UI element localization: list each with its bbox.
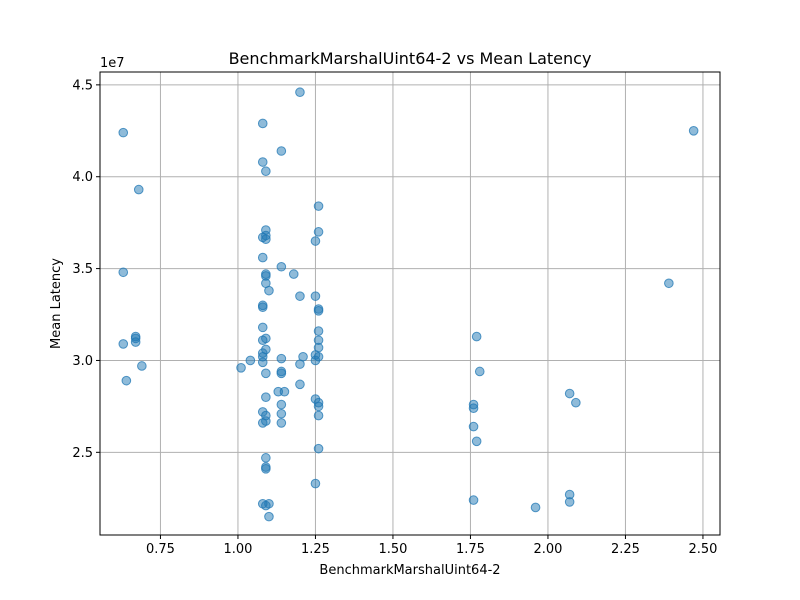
scatter-point (258, 303, 267, 312)
scatter-point (277, 147, 286, 156)
points-layer (119, 88, 698, 521)
scatter-point (277, 419, 286, 428)
scatter-point (246, 356, 255, 365)
scatter-point (258, 358, 267, 367)
scatter-point (258, 336, 267, 345)
scatter-point (314, 402, 323, 411)
x-axis-label: BenchmarkMarshalUint64-2 (319, 563, 500, 578)
x-tick-label: 2.00 (533, 542, 562, 557)
scatter-point (122, 376, 131, 385)
scatter-point (119, 268, 128, 277)
scatter-point (258, 323, 267, 332)
scatter-point (280, 387, 289, 396)
scatter-point (262, 369, 271, 378)
scatter-point (277, 354, 286, 363)
y-offset-label: 1e7 (100, 56, 125, 71)
y-axis-label: Mean Latency (49, 258, 64, 349)
scatter-point (314, 352, 323, 361)
scatter-point (314, 228, 323, 237)
x-tick-label: 0.75 (146, 542, 175, 557)
scatter-point (277, 262, 286, 271)
y-tick-label: 4.5 (72, 78, 93, 93)
scatter-point (265, 286, 274, 295)
scatter-point (277, 409, 286, 418)
scatter-point (262, 465, 271, 474)
y-tick-label: 3.5 (72, 262, 93, 277)
scatter-point (258, 119, 267, 128)
scatter-point (262, 167, 271, 176)
scatter-point (265, 512, 274, 521)
scatter-point (258, 419, 267, 428)
y-tick-label: 2.5 (72, 446, 93, 461)
scatter-point (311, 479, 320, 488)
scatter-point (469, 422, 478, 431)
scatter-point (311, 237, 320, 246)
scatter-point (265, 499, 274, 508)
scatter-point (472, 332, 481, 341)
scatter-point (689, 126, 698, 135)
scatter-point (472, 437, 481, 446)
scatter-point (314, 202, 323, 211)
scatter-point (277, 400, 286, 409)
scatter-point (289, 270, 298, 279)
scatter-point (277, 369, 286, 378)
grid-layer (100, 72, 720, 535)
scatter-point (565, 498, 574, 507)
scatter-point (469, 404, 478, 413)
scatter-point (311, 292, 320, 301)
y-tick-label: 3.0 (72, 354, 93, 369)
scatter-point (314, 411, 323, 420)
x-tick-label: 1.25 (301, 542, 330, 557)
scatter-point (262, 454, 271, 463)
scatter-point (262, 393, 271, 402)
scatter-point (258, 158, 267, 167)
scatter-point (237, 364, 246, 373)
scatter-point (314, 327, 323, 336)
scatter-point (314, 444, 323, 453)
scatter-point (572, 398, 581, 407)
scatter-point (565, 389, 574, 398)
scatter-point (258, 253, 267, 262)
y-tick-label: 4.0 (72, 170, 93, 185)
scatter-point (119, 128, 128, 137)
x-tick-label: 2.25 (611, 542, 640, 557)
scatter-point (314, 307, 323, 316)
x-tick-label: 2.50 (688, 542, 717, 557)
scatter-point (469, 496, 478, 505)
plot-frame (100, 72, 720, 535)
scatter-point (258, 233, 267, 242)
scatter-point (296, 380, 305, 389)
scatter-point (296, 88, 305, 97)
scatter-point (131, 334, 140, 343)
scatter-point (475, 367, 484, 376)
x-tick-label: 1.75 (456, 542, 485, 557)
ticks-layer: 0.75 1.00 1.25 1.50 1.75 2.00 2.25 2.50 2.5 3.0 3.… (72, 78, 717, 557)
scatter-point (531, 503, 540, 512)
chart-title: BenchmarkMarshalUint64-2 vs Mean Latency (229, 49, 592, 68)
scatter-point (299, 352, 308, 361)
scatter-point (134, 185, 143, 194)
x-tick-label: 1.00 (223, 542, 252, 557)
scatter-point (665, 279, 674, 288)
scatter-point (296, 292, 305, 301)
scatter-point (138, 362, 147, 371)
x-tick-label: 1.50 (378, 542, 407, 557)
scatter-point (119, 340, 128, 349)
